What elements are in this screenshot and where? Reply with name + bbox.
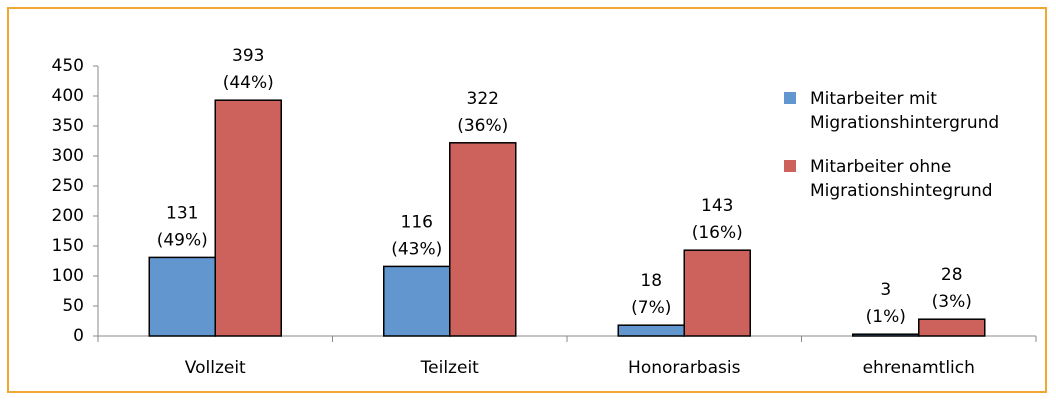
share-label: (16%) <box>692 223 743 243</box>
bar <box>148 256 216 337</box>
y-tick-label: 50 <box>62 296 84 316</box>
data-label: 3 <box>880 280 891 300</box>
legend-item: Mitarbeiter ohne Migrationshintegrund <box>784 155 1044 203</box>
share-label: (1%) <box>866 307 906 327</box>
data-label: 131 <box>166 203 198 223</box>
legend-swatch <box>784 92 796 104</box>
data-label: 393 <box>232 46 264 66</box>
data-label: 322 <box>467 89 499 109</box>
y-tick-label: 450 <box>52 56 84 76</box>
share-label: (36%) <box>457 116 508 136</box>
y-tick-label: 250 <box>52 176 84 196</box>
y-tick-label: 0 <box>73 326 84 346</box>
x-tick-label: Teilzeit <box>420 358 480 378</box>
bar <box>683 249 751 337</box>
y-tick-label: 100 <box>52 266 84 286</box>
data-label: 18 <box>640 271 662 291</box>
bar <box>617 324 685 337</box>
bar <box>918 318 986 337</box>
bar <box>214 99 282 337</box>
x-tick-label: ehrenamtlich <box>863 358 975 378</box>
share-label: (44%) <box>223 73 274 93</box>
y-tick-label: 150 <box>52 236 84 256</box>
x-tick-label: Honorarbasis <box>628 358 741 378</box>
data-label: 28 <box>941 265 963 285</box>
legend-label: Mitarbeiter ohne Migrationshintegrund <box>810 157 993 201</box>
bar <box>449 142 517 337</box>
x-tick-label: Vollzeit <box>185 358 246 378</box>
y-tick-label: 200 <box>52 206 84 226</box>
y-tick-label: 300 <box>52 146 84 166</box>
data-label: 116 <box>401 212 433 232</box>
frame-border <box>7 7 1047 393</box>
legend-swatch <box>784 160 796 172</box>
share-label: (7%) <box>631 298 671 318</box>
bar <box>852 333 920 337</box>
legend-item: Mitarbeiter mit Migrationshintergrund <box>784 87 1044 135</box>
data-label: 143 <box>701 196 733 216</box>
share-label: (43%) <box>391 239 442 259</box>
y-tick-label: 400 <box>52 86 84 106</box>
share-label: (3%) <box>932 292 972 312</box>
bar <box>383 265 451 337</box>
y-tick-label: 350 <box>52 116 84 136</box>
share-label: (49%) <box>157 230 208 250</box>
legend-label: Mitarbeiter mit Migrationshintergrund <box>810 89 1000 133</box>
